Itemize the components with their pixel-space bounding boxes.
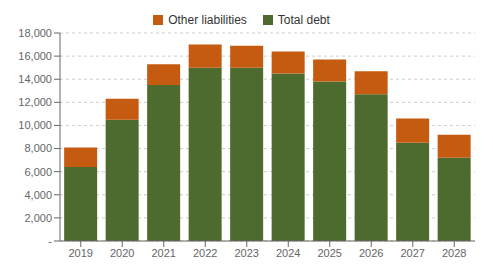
svg-text:2026: 2026 <box>359 247 383 259</box>
svg-text:10,000: 10,000 <box>18 119 52 131</box>
svg-text:2019: 2019 <box>69 247 93 259</box>
svg-text:18,000: 18,000 <box>18 27 52 39</box>
svg-text:12,000: 12,000 <box>18 96 52 108</box>
svg-text:14,000: 14,000 <box>18 73 52 85</box>
svg-text:2022: 2022 <box>193 247 217 259</box>
svg-text:2028: 2028 <box>442 247 466 259</box>
svg-text:6,000: 6,000 <box>24 166 52 178</box>
svg-text:2027: 2027 <box>401 247 425 259</box>
svg-text:2024: 2024 <box>276 247 300 259</box>
svg-text:8,000: 8,000 <box>24 142 52 154</box>
svg-text:2025: 2025 <box>318 247 342 259</box>
html-text:Other liabilities: Other liabilities <box>168 13 247 27</box>
svg-text:16,000: 16,000 <box>18 50 52 62</box>
svg-text:2020: 2020 <box>110 247 134 259</box>
html-text:Total debt: Total debt <box>277 13 330 27</box>
svg-text:4,000: 4,000 <box>24 189 52 201</box>
svg-text:-: - <box>48 235 52 247</box>
svg-text:2021: 2021 <box>152 247 176 259</box>
svg-text:2,000: 2,000 <box>24 212 52 224</box>
svg-text:2023: 2023 <box>235 247 259 259</box>
